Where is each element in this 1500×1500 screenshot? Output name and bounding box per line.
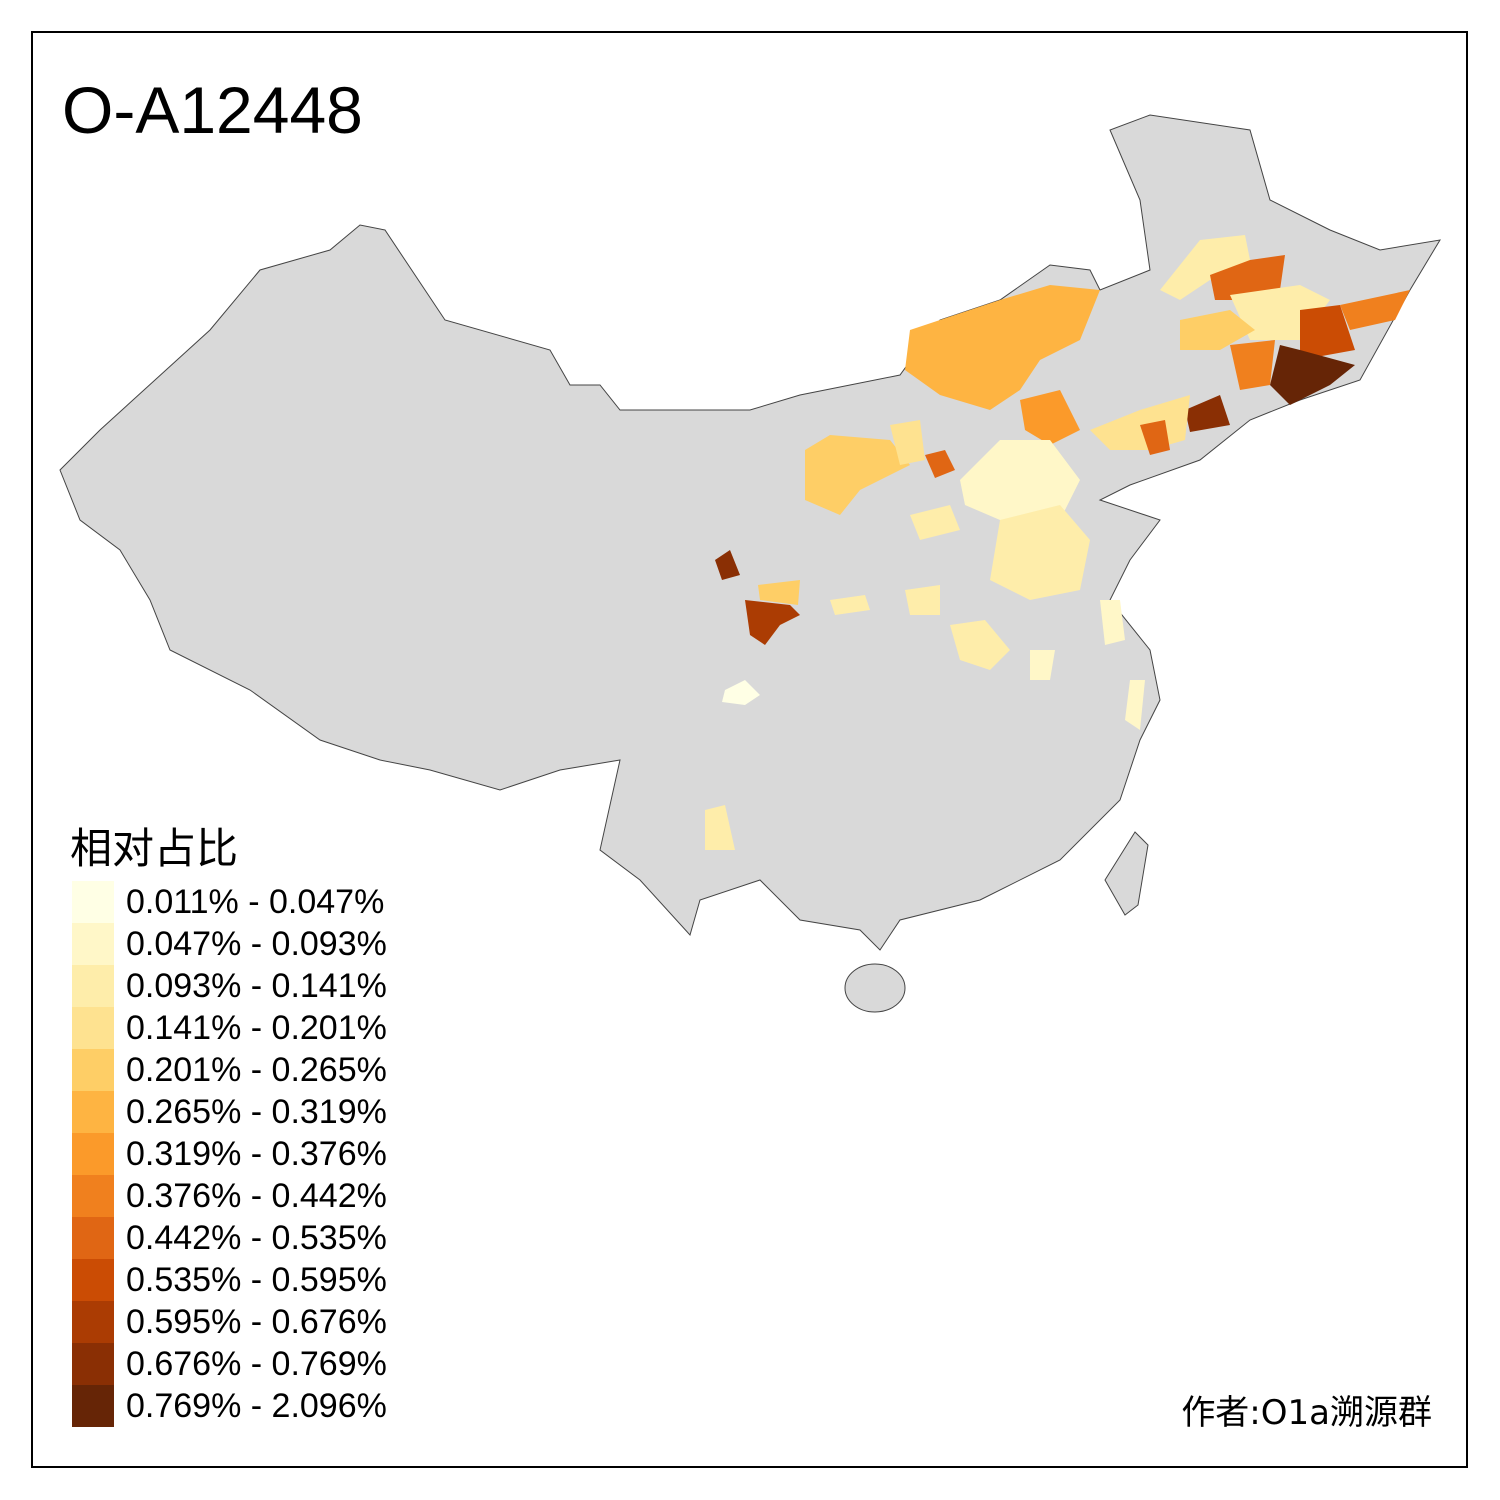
- legend-swatch: [72, 1385, 114, 1427]
- legend-label: 0.047% - 0.093%: [126, 924, 387, 963]
- author-credit: 作者:O1a溯源群: [1181, 1393, 1432, 1433]
- legend-item: 0.376% - 0.442%: [72, 1175, 387, 1217]
- legend-swatch: [72, 1091, 114, 1133]
- hainan: [844, 963, 906, 1013]
- legend-item: 0.535% - 0.595%: [72, 1259, 387, 1301]
- legend-item: 0.769% - 2.096%: [72, 1385, 387, 1427]
- legend-item: 0.265% - 0.319%: [72, 1091, 387, 1133]
- region: [890, 420, 925, 465]
- region: [990, 505, 1090, 600]
- region: [830, 595, 870, 615]
- legend-swatch: [72, 923, 114, 965]
- legend-item: 0.201% - 0.265%: [72, 1049, 387, 1091]
- legend-item: 0.595% - 0.676%: [72, 1301, 387, 1343]
- legend-swatch: [72, 881, 114, 923]
- legend-label: 0.141% - 0.201%: [126, 1008, 387, 1047]
- region: [1270, 345, 1355, 405]
- region: [1210, 255, 1285, 300]
- region: [722, 680, 760, 705]
- region: [960, 440, 1080, 520]
- legend-label: 0.535% - 0.595%: [126, 1260, 387, 1299]
- legend-swatch: [72, 1217, 114, 1259]
- region: [905, 585, 940, 615]
- region: [925, 450, 955, 478]
- taiwan: [1104, 831, 1149, 916]
- map-title: O-A12448: [62, 73, 363, 147]
- legend-title: 相对占比: [70, 824, 239, 873]
- legend-swatch: [72, 1175, 114, 1217]
- region: [1185, 395, 1230, 432]
- legend-label: 0.319% - 0.376%: [126, 1134, 387, 1173]
- legend-swatch: [72, 1007, 114, 1049]
- region: [805, 435, 910, 515]
- region: [1340, 290, 1410, 330]
- region: [1125, 680, 1145, 730]
- legend-swatch: [72, 965, 114, 1007]
- region: [1300, 305, 1355, 360]
- legend-label: 0.093% - 0.141%: [126, 966, 387, 1005]
- china-mainland: [59, 114, 1441, 951]
- legend-swatch: [72, 1343, 114, 1385]
- legend-item: 0.442% - 0.535%: [72, 1217, 387, 1259]
- region: [1160, 235, 1250, 300]
- legend-label: 0.676% - 0.769%: [126, 1344, 387, 1383]
- legend-swatch: [72, 1259, 114, 1301]
- region: [1140, 420, 1170, 455]
- legend-item: 0.093% - 0.141%: [72, 965, 387, 1007]
- legend-item: 0.047% - 0.093%: [72, 923, 387, 965]
- region: [910, 505, 960, 540]
- region: [905, 285, 1100, 410]
- legend-item: 0.319% - 0.376%: [72, 1133, 387, 1175]
- legend-swatch: [72, 1049, 114, 1091]
- frame: [31, 31, 1468, 1468]
- legend-label: 0.265% - 0.319%: [126, 1092, 387, 1131]
- region: [758, 580, 800, 605]
- legend-swatch: [72, 1301, 114, 1343]
- region: [950, 620, 1010, 670]
- legend-item: 0.676% - 0.769%: [72, 1343, 387, 1385]
- legend-label: 0.595% - 0.676%: [126, 1302, 387, 1341]
- legend-label: 0.376% - 0.442%: [126, 1176, 387, 1215]
- region: [1030, 650, 1055, 680]
- legend-item: 0.011% - 0.047%: [72, 881, 387, 923]
- colored-regions: [705, 235, 1410, 850]
- region: [1180, 310, 1255, 350]
- region: [715, 550, 740, 580]
- legend-label: 0.201% - 0.265%: [126, 1050, 387, 1089]
- region: [1230, 340, 1275, 390]
- legend: 0.011% - 0.047% 0.047% - 0.093% 0.093% - 0…: [72, 881, 387, 1427]
- legend-label: 0.769% - 2.096%: [126, 1386, 387, 1425]
- region: [745, 600, 800, 645]
- region: [1020, 390, 1080, 445]
- region: [1100, 600, 1125, 645]
- legend-label: 0.011% - 0.047%: [126, 882, 385, 921]
- legend-label: 0.442% - 0.535%: [126, 1218, 387, 1257]
- region: [705, 805, 735, 850]
- legend-item: 0.141% - 0.201%: [72, 1007, 387, 1049]
- legend-swatch: [72, 1133, 114, 1175]
